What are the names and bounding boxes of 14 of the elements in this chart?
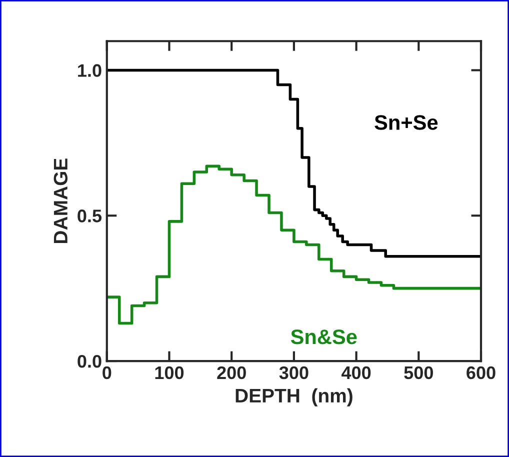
x-axis-title: DEPTH (nm) [236, 388, 352, 406]
x-tick-label: 300 [279, 366, 308, 380]
x-tick-label: 600 [466, 366, 496, 380]
y-tick-label: 0.5 [78, 210, 102, 222]
x-tick-label: 500 [404, 366, 433, 380]
x-tick-label: 0 [102, 366, 112, 380]
text: Sn+Se [374, 115, 438, 130]
x-tick-label: 200 [217, 366, 246, 380]
y-axis-title: DAMAGE [54, 158, 68, 243]
x-tick-label: 400 [342, 366, 371, 380]
y-tick-label: 0.0 [78, 354, 102, 368]
text: Sn&Se [290, 329, 357, 344]
x-tick-label: 100 [155, 366, 184, 380]
y-tick-label: 1.0 [78, 64, 102, 77]
